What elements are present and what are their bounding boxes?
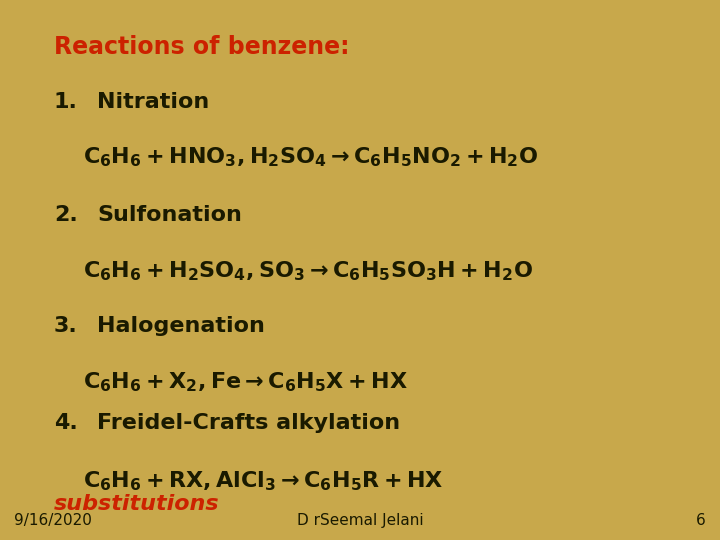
Text: $\mathbf{C_6H_6 + X_2, Fe \rightarrow C_6H_5X + HX}$: $\mathbf{C_6H_6 + X_2, Fe \rightarrow C_…: [83, 370, 408, 394]
Text: Halogenation: Halogenation: [97, 316, 265, 336]
Text: $\mathbf{C_6H_6 + RX, AlCl_3 \rightarrow C_6H_5R + HX}$: $\mathbf{C_6H_6 + RX, AlCl_3 \rightarrow…: [83, 470, 444, 494]
Text: 6: 6: [696, 513, 706, 528]
Text: $\mathbf{C_6H_6 + HNO_3, H_2SO_4 \rightarrow C_6H_5NO_2 + H_2O}$: $\mathbf{C_6H_6 + HNO_3, H_2SO_4 \righta…: [83, 146, 538, 170]
Text: Reactions of benzene:: Reactions of benzene:: [54, 35, 349, 59]
Text: 2.: 2.: [54, 205, 78, 225]
Text: $\mathbf{C_6H_6 + H_2SO_4, SO_3 \rightarrow C_6H_5SO_3H + H_2O}$: $\mathbf{C_6H_6 + H_2SO_4, SO_3 \rightar…: [83, 259, 533, 283]
Text: D rSeemal Jelani: D rSeemal Jelani: [297, 513, 423, 528]
Text: substitutions: substitutions: [54, 494, 220, 514]
Text: Freidel-Crafts alkylation: Freidel-Crafts alkylation: [97, 413, 400, 433]
Text: 9/16/2020: 9/16/2020: [14, 513, 92, 528]
Text: Nitration: Nitration: [97, 92, 210, 112]
Text: 1.: 1.: [54, 92, 78, 112]
Text: 3.: 3.: [54, 316, 78, 336]
Text: 4.: 4.: [54, 413, 78, 433]
Text: Sulfonation: Sulfonation: [97, 205, 242, 225]
